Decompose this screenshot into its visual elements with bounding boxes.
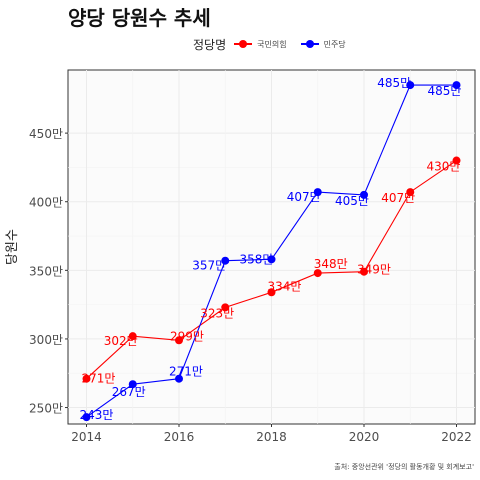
y-axis-label: 당원수 [5,229,20,265]
data-label-dp: 485만 [428,84,462,98]
data-label-ppp: 271만 [82,372,116,386]
x-tick-label: 2018 [256,430,287,444]
x-axis: 2014 2016 2018 2020 2022 [71,424,472,444]
data-point-ppp [128,332,137,341]
legend-key-dot-ppp [239,40,248,48]
legend-label-dp: 민주당 [323,39,346,49]
y-tick-label: 450만 [29,127,63,141]
data-point-dp [452,81,461,90]
legend-key-dp [300,38,319,50]
data-label-ppp: 430만 [427,160,461,174]
data-label-ppp: 299만 [170,329,204,343]
data-point-dp [82,413,91,422]
data-label-dp: 243만 [80,408,114,422]
y-tick-label: 350만 [29,264,63,278]
data-point-dp [175,374,183,383]
legend-title: 정당명 [193,37,227,52]
y-axis: 250만 300만 350만 400만 450만 [29,127,68,416]
data-point-dp [267,255,276,264]
data-point-dp [128,380,137,389]
data-label-dp: 407만 [287,190,321,204]
data-labels: 271만 302만 299만 323만 334만 348만 349만 407만 430만 243만… [80,76,462,422]
data-point-ppp [360,267,368,276]
data-label-ppp: 302만 [104,334,138,348]
data-point-dp [313,188,322,197]
data-point-ppp [221,303,230,312]
data-point-ppp [267,288,276,297]
data-label-ppp: 349만 [357,263,391,277]
data-label-ppp: 323만 [200,306,234,320]
grid [68,70,475,424]
x-tick-label: 2014 [71,430,102,444]
data-point-ppp [175,336,183,345]
data-label-dp: 267만 [112,385,146,399]
legend-item-ppp: 국민의힘 [234,38,287,50]
legend-key-dot-dp [305,40,314,48]
data-point-ppp [82,374,91,383]
legend-label-ppp: 국민의힘 [257,39,287,49]
legend-key-ppp [234,38,253,50]
data-point-dp [360,190,368,199]
data-point-ppp [313,269,322,278]
data-point-dp [406,81,415,90]
data-label-dp: 271만 [169,365,203,379]
x-tick-label: 2020 [349,430,380,444]
caption: 출처: 중앙선관위 '정당의 활동개황 및 회계보고' [334,463,474,471]
data-point-dp [221,256,230,265]
y-tick-label: 250만 [29,402,63,416]
data-label-dp: 485만 [377,76,411,90]
data-label-ppp: 348만 [314,257,348,271]
x-tick-label: 2022 [441,430,472,444]
data-point-ppp [452,156,461,165]
data-label-dp: 358만 [240,252,274,266]
legend: 정당명 국민의힘 민주당 [193,36,360,52]
data-label-dp: 405만 [335,194,369,208]
y-tick-label: 400만 [29,196,63,210]
x-tick-label: 2016 [164,430,195,444]
series-points [82,81,461,422]
data-label-ppp: 334만 [268,279,302,293]
chart-title: 양당 당원수 추세 [68,6,211,30]
legend-item-dp: 민주당 [300,38,346,50]
y-tick-label: 300만 [29,333,63,347]
data-point-ppp [406,188,415,197]
data-label-dp: 357만 [192,259,226,273]
data-label-ppp: 407만 [381,191,415,205]
